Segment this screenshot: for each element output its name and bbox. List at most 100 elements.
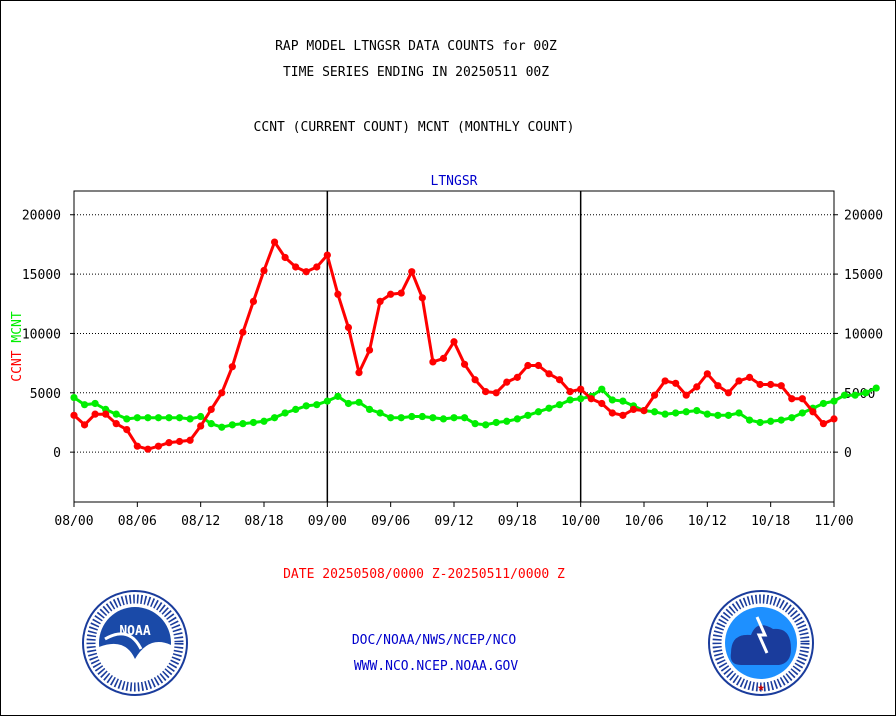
y-tick-label-left: 5000 [30,387,61,402]
data-point-mcnt [798,409,806,417]
data-point-ccnt [545,370,553,378]
data-point-ccnt [809,408,817,416]
y-axis-left: 0 5000 10000 15000 20000 [22,209,74,461]
data-point-ccnt [302,268,310,276]
x-tick-label: 09/18 [498,514,537,529]
data-point-mcnt [376,409,384,417]
data-point-mcnt [365,405,374,414]
data-point-mcnt [165,414,173,422]
y-tick-label-left: 15000 [22,268,61,283]
data-point-mcnt [429,414,437,422]
data-point-ccnt [819,420,828,428]
data-point-ccnt [661,377,669,385]
data-point-ccnt [513,373,521,381]
y-tick-label-right: 0 [844,446,852,461]
data-point-ccnt [376,297,384,305]
data-point-mcnt [788,414,796,422]
data-point-ccnt [703,370,711,378]
data-point-mcnt [745,416,754,424]
data-point-ccnt [249,297,258,305]
chart-subtitle: CCNT (CURRENT COUNT) MCNT (MONTHLY COUNT… [253,120,575,135]
data-point-ccnt [207,405,215,414]
data-point-ccnt [292,263,300,271]
credit-url-line: WWW.NCO.NCEP.NOAA.GOV [353,659,519,674]
data-point-mcnt [650,408,659,416]
data-point-mcnt [460,414,469,422]
noaa-logo-text: NOAA [119,624,150,639]
data-point-ccnt [830,415,838,423]
data-point-ccnt [397,289,405,297]
data-point-mcnt [503,417,511,425]
data-point-ccnt [619,411,627,419]
data-point-ccnt [186,436,194,444]
data-point-mcnt [133,414,141,422]
data-point-ccnt [503,378,511,386]
data-point-ccnt [429,358,437,366]
axes [73,190,835,503]
data-point-ccnt [197,422,205,430]
data-point-ccnt [629,405,638,414]
data-point-ccnt [555,376,564,384]
y-tick-label-left: 20000 [22,209,61,224]
x-tick-label: 08/18 [244,514,283,529]
data-point-mcnt [492,418,500,427]
data-point-mcnt [154,414,163,422]
data-point-mcnt [693,406,701,415]
data-point-mcnt [281,409,289,417]
data-point-mcnt [323,397,331,405]
data-point-ccnt [260,266,268,275]
y-tick-label-right: 10000 [844,327,883,342]
x-tick-label: 10/12 [688,514,727,529]
data-point-mcnt [355,398,363,406]
data-point-mcnt [292,405,300,414]
x-tick-label: 08/00 [54,514,93,529]
data-point-ccnt [682,391,690,399]
date-range-label: DATE 20250508/0000 Z-20250511/0000 Z [283,567,565,582]
data-point-ccnt [313,263,321,271]
x-tick-label: 09/06 [371,514,410,529]
data-point-ccnt [239,328,247,336]
data-point-ccnt [175,437,184,446]
data-point-ccnt [270,238,279,246]
data-point-mcnt [862,389,870,397]
y-axis-label-ccnt: CCNT [10,350,25,381]
data-point-mcnt [724,411,733,419]
data-point-mcnt [186,415,194,423]
data-point-mcnt [175,414,184,422]
data-point-mcnt [144,414,152,422]
data-point-ccnt [154,442,163,450]
data-point-ccnt [492,389,500,397]
data-point-ccnt [281,253,289,262]
data-point-mcnt [830,397,838,405]
data-point-ccnt [144,445,152,453]
x-tick-label: 09/12 [434,514,473,529]
data-point-ccnt [218,389,226,397]
data-point-ccnt [640,406,648,415]
data-point-mcnt [344,399,353,408]
data-point-ccnt [450,338,458,346]
data-point-ccnt [334,290,342,298]
data-point-mcnt [197,412,205,421]
x-tick-label: 10/18 [751,514,790,529]
data-point-ccnt [123,425,131,434]
data-point-mcnt [608,396,616,404]
data-point-mcnt [334,392,342,400]
data-point-mcnt [524,411,532,419]
data-point-ccnt [524,361,532,370]
data-point-mcnt [313,401,321,409]
nws-logo-icon: ★ [708,590,814,696]
data-point-ccnt [460,360,469,368]
y-axis-label: CCNT MCNT [10,311,25,382]
data-point-mcnt [91,399,99,408]
chart-title-line2: TIME SERIES ENDING IN 20250511 00Z [282,65,550,80]
data-point-ccnt [577,385,585,393]
data-point-mcnt [387,414,395,422]
data-point-ccnt [566,388,574,396]
data-point-mcnt [598,385,606,393]
data-point-ccnt [91,410,99,418]
data-point-mcnt [566,396,574,404]
data-point-mcnt [112,410,120,418]
